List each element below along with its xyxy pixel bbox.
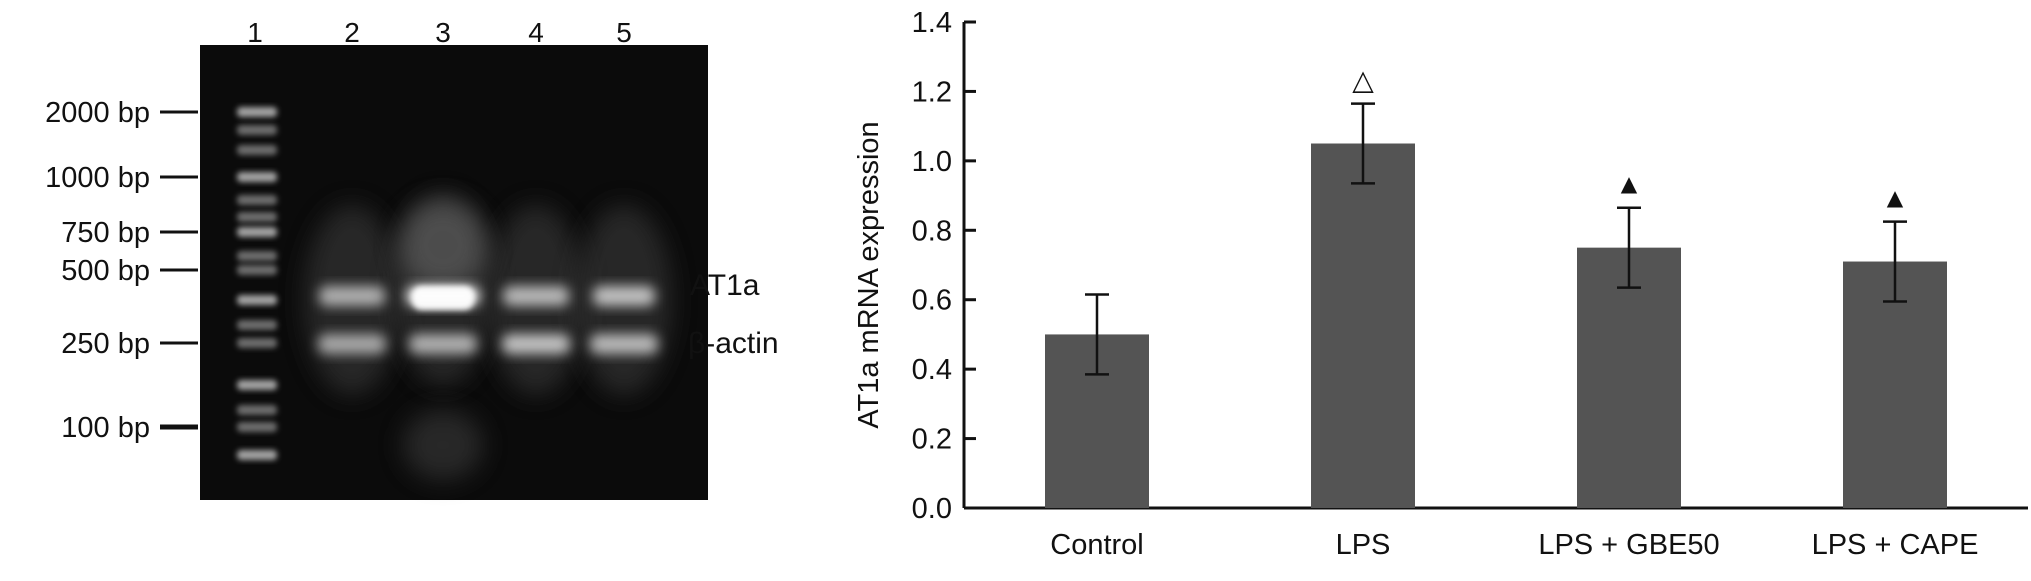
ladder-band bbox=[237, 265, 277, 275]
band-label-at1a: AT1a bbox=[690, 269, 760, 302]
x-tick-label: LPS + GBE50 bbox=[1538, 529, 1719, 561]
bar-lps-gbe50 bbox=[1577, 247, 1681, 508]
bar-chart: 0.0 0.2 0.4 0.6 0.8 1.0 1.2 1.4 Control LPS LPS +… bbox=[853, 7, 2028, 561]
significance-marker: ▲ bbox=[1881, 183, 1909, 214]
at1a-band bbox=[319, 286, 385, 306]
lane-number-3: 3 bbox=[435, 17, 451, 48]
y-tick-label: 0.2 bbox=[912, 424, 952, 456]
beta-actin-band bbox=[409, 334, 477, 354]
marker-label-2000: 2000 bp bbox=[45, 97, 150, 129]
y-tick-label: 0.4 bbox=[912, 354, 952, 386]
ladder-band bbox=[237, 125, 277, 135]
marker-label-500: 500 bp bbox=[61, 255, 150, 287]
bar-lps bbox=[1311, 143, 1415, 508]
gel-bands bbox=[237, 107, 658, 460]
lane-number-5: 5 bbox=[616, 17, 632, 48]
bars: △ ▲ ▲ bbox=[1045, 65, 1947, 508]
marker-labels: 2000 bp 1000 bp 750 bp 500 bp 250 bp 100 bp bbox=[45, 97, 198, 444]
beta-actin-band bbox=[318, 334, 386, 354]
ladder-band bbox=[237, 172, 277, 182]
ladder-band bbox=[237, 195, 277, 205]
lane-number-labels: 1 2 3 4 5 bbox=[247, 17, 632, 48]
marker-label-750: 750 bp bbox=[61, 217, 150, 249]
y-tick-label: 0.6 bbox=[912, 285, 952, 317]
significance-marker: ▲ bbox=[1615, 169, 1643, 200]
y-tick-label: 1.4 bbox=[912, 7, 952, 39]
marker-label-250: 250 bp bbox=[61, 328, 150, 360]
band-label-beta-actin: β-actin bbox=[688, 327, 779, 360]
marker-label-100: 100 bp bbox=[61, 412, 150, 444]
beta-actin-band bbox=[502, 334, 570, 354]
x-axis: Control LPS LPS + GBE50 LPS + CAPE bbox=[964, 506, 2028, 561]
gel-figure: 1 2 3 4 5 2000 bp 1000 bp 750 bp 500 bp 250 bp 10… bbox=[45, 17, 779, 500]
lane-smear bbox=[398, 200, 488, 290]
marker-label-1000: 1000 bp bbox=[45, 162, 150, 194]
y-axis-label: AT1a mRNA expression bbox=[853, 121, 885, 428]
x-tick-label: LPS bbox=[1336, 529, 1391, 561]
at1a-band bbox=[503, 286, 569, 306]
x-tick-label: Control bbox=[1050, 529, 1144, 561]
gel-panel: 1 2 3 4 5 2000 bp 1000 bp 750 bp 500 bp 250 bp 10… bbox=[0, 0, 900, 576]
significance-marker: △ bbox=[1352, 65, 1374, 96]
ladder-band bbox=[237, 338, 277, 348]
ladder-band bbox=[237, 107, 277, 117]
y-tick-label: 0.0 bbox=[912, 493, 952, 525]
y-tick-label: 0.8 bbox=[912, 215, 952, 247]
at1a-band bbox=[593, 286, 655, 306]
ladder-band bbox=[237, 295, 277, 305]
bar-chart-panel: 0.0 0.2 0.4 0.6 0.8 1.0 1.2 1.4 Control LPS LPS +… bbox=[840, 0, 2031, 576]
ladder-band bbox=[237, 380, 277, 390]
y-axis: 0.0 0.2 0.4 0.6 0.8 1.0 1.2 1.4 bbox=[912, 7, 976, 525]
ladder-band bbox=[237, 227, 277, 237]
lane-number-1: 1 bbox=[247, 17, 263, 48]
x-tick-label: LPS + CAPE bbox=[1812, 529, 1979, 561]
ladder-band bbox=[237, 251, 277, 261]
ladder-band bbox=[237, 450, 277, 460]
at1a-band-bright bbox=[412, 286, 474, 310]
lane-number-2: 2 bbox=[344, 17, 360, 48]
y-tick-label: 1.0 bbox=[912, 146, 952, 178]
ladder-band bbox=[237, 145, 277, 155]
ladder-band bbox=[237, 405, 277, 415]
ladder-band bbox=[237, 212, 277, 222]
y-tick-label: 1.2 bbox=[912, 76, 952, 108]
beta-actin-band bbox=[590, 334, 658, 354]
lane-number-4: 4 bbox=[528, 17, 544, 48]
lane-smear bbox=[403, 410, 483, 480]
ladder-band bbox=[237, 422, 277, 432]
ladder-band bbox=[237, 320, 277, 330]
